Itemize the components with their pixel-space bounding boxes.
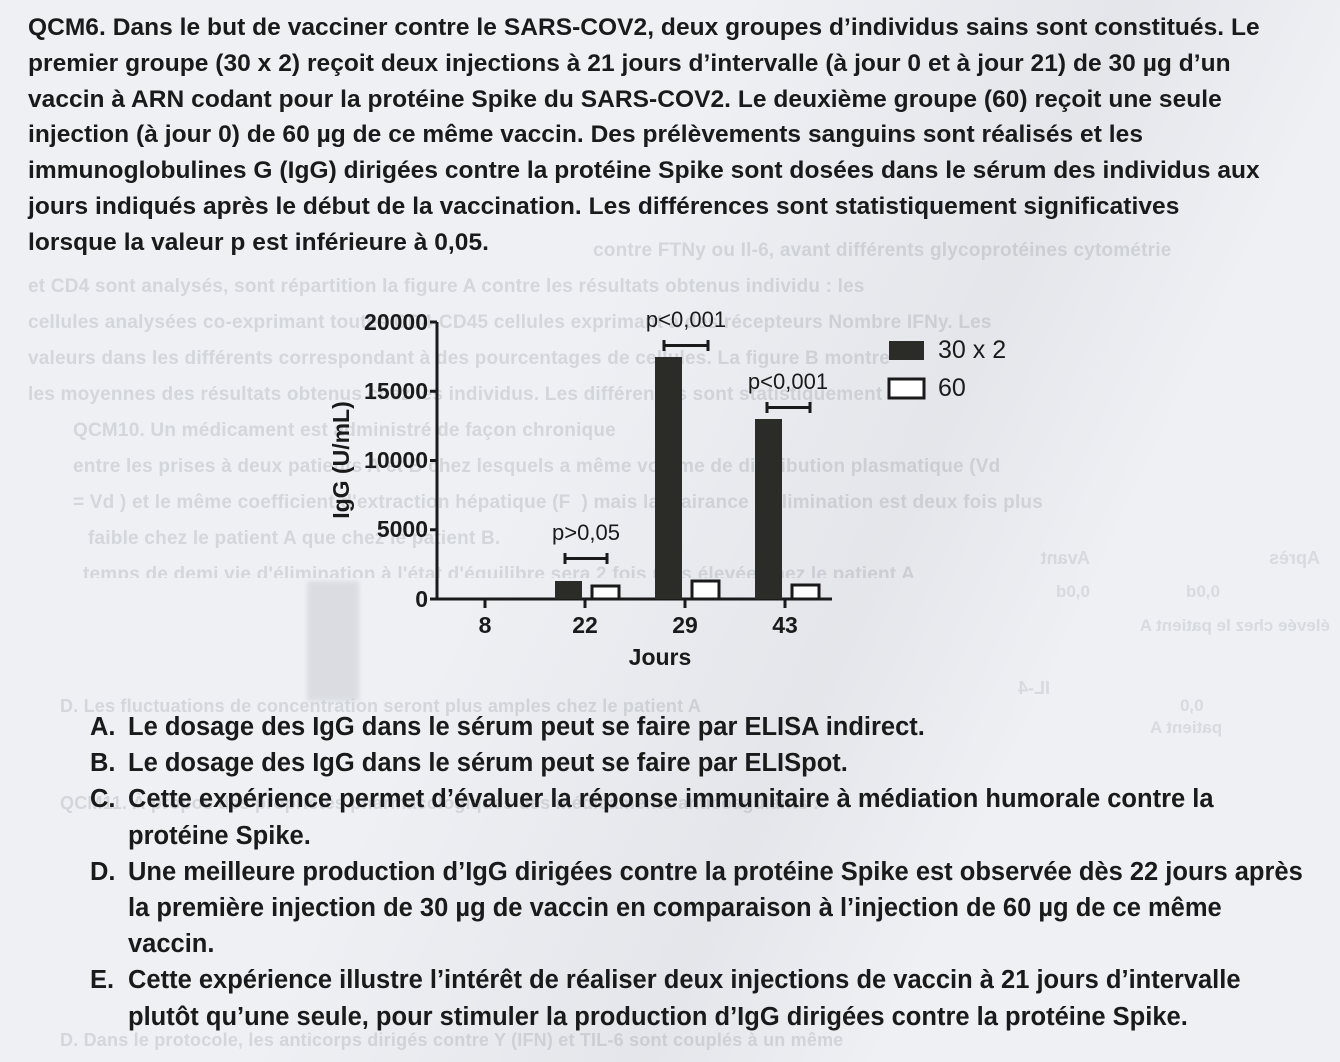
svg-text:20000: 20000 bbox=[364, 309, 428, 335]
svg-text:30 x 2: 30 x 2 bbox=[938, 336, 1006, 364]
svg-text:p<0,001: p<0,001 bbox=[646, 307, 726, 332]
svg-text:8: 8 bbox=[479, 612, 492, 638]
svg-text:5000: 5000 bbox=[377, 516, 428, 542]
svg-text:Jours: Jours bbox=[629, 644, 692, 670]
svg-text:IgG (U/mL): IgG (U/mL) bbox=[328, 401, 354, 519]
svg-text:10000: 10000 bbox=[364, 447, 428, 473]
svg-text:22: 22 bbox=[572, 612, 598, 638]
svg-text:p>0,05: p>0,05 bbox=[552, 520, 620, 545]
svg-text:43: 43 bbox=[772, 612, 798, 638]
svg-text:60: 60 bbox=[938, 374, 966, 402]
svg-text:15000: 15000 bbox=[364, 378, 428, 404]
svg-text:p<0,001: p<0,001 bbox=[748, 369, 828, 394]
svg-text:0: 0 bbox=[415, 586, 428, 612]
svg-text:29: 29 bbox=[672, 612, 698, 638]
